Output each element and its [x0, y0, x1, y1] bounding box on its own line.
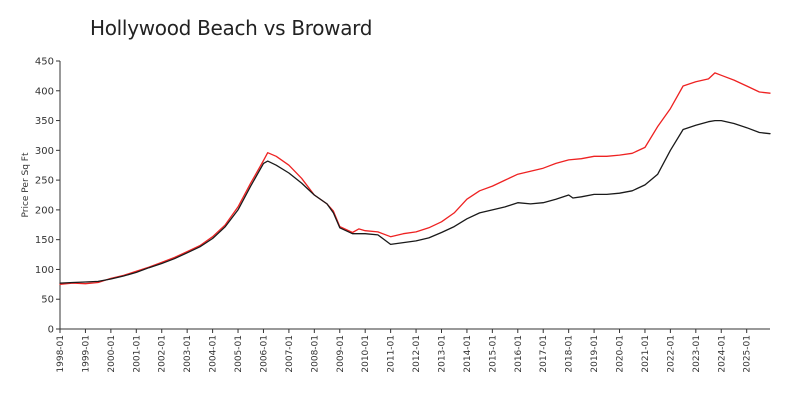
- x-tick-label: 2015-01: [488, 335, 498, 373]
- x-tick-label: 2020-01: [616, 335, 626, 373]
- y-tick-label: 250: [35, 176, 54, 187]
- x-tick-label: 2004-01: [209, 335, 219, 373]
- x-tick-label: 2021-01: [641, 335, 651, 373]
- axes: 0 50 100 150 200 250 300 350 400 450 1998-01 1999-0…: [35, 57, 770, 373]
- series-line-broward: [59, 119, 771, 284]
- x-tick-label: 1999-01: [81, 335, 91, 373]
- x-tick-label: 2008-01: [310, 335, 320, 373]
- y-tick-label: 100: [35, 265, 54, 276]
- y-tick-label: 450: [35, 57, 54, 68]
- x-tick-label: 2001-01: [132, 335, 142, 373]
- x-tick-label: 2024-01: [717, 335, 727, 373]
- series-line-hollywood-beach: [59, 72, 771, 285]
- x-tick-label: 2009-01: [336, 335, 346, 373]
- y-tick-label: 150: [35, 235, 54, 246]
- x-tick-label: 2012-01: [412, 335, 422, 373]
- x-tick-label: 2000-01: [107, 335, 117, 373]
- y-tick-label: 200: [35, 205, 54, 216]
- x-tick-label: 2019-01: [590, 335, 600, 373]
- x-tick-label: 1998-01: [56, 335, 66, 373]
- x-tick-label: 2002-01: [158, 335, 168, 373]
- y-tick-label: 0: [48, 325, 54, 336]
- x-tick-label: 2011-01: [387, 335, 397, 373]
- x-tick-label: 2006-01: [259, 335, 269, 373]
- x-tick-label: 2014-01: [463, 335, 473, 373]
- y-tick-label: 400: [35, 86, 54, 97]
- x-tick-label: 2003-01: [183, 335, 193, 373]
- x-tick-label: 2013-01: [437, 335, 447, 373]
- x-tick-label: 2022-01: [666, 335, 676, 373]
- x-tick-label: 2017-01: [539, 335, 549, 373]
- x-tick-label: 2007-01: [285, 335, 295, 373]
- x-tick-label: 2023-01: [692, 335, 702, 373]
- x-tick-label: 2016-01: [514, 335, 524, 373]
- y-tick-label: 350: [35, 116, 54, 127]
- chart-title: Hollywood Beach vs Broward: [90, 16, 373, 40]
- x-tick-label: 2018-01: [565, 335, 575, 373]
- y-tick-label: 50: [41, 295, 54, 306]
- x-tick-label: 2010-01: [361, 335, 371, 373]
- x-tick-label: 2005-01: [234, 335, 244, 373]
- y-tick-label: 300: [35, 146, 54, 157]
- x-tick-label: 2025-01: [743, 335, 753, 373]
- series-lines: [59, 72, 771, 285]
